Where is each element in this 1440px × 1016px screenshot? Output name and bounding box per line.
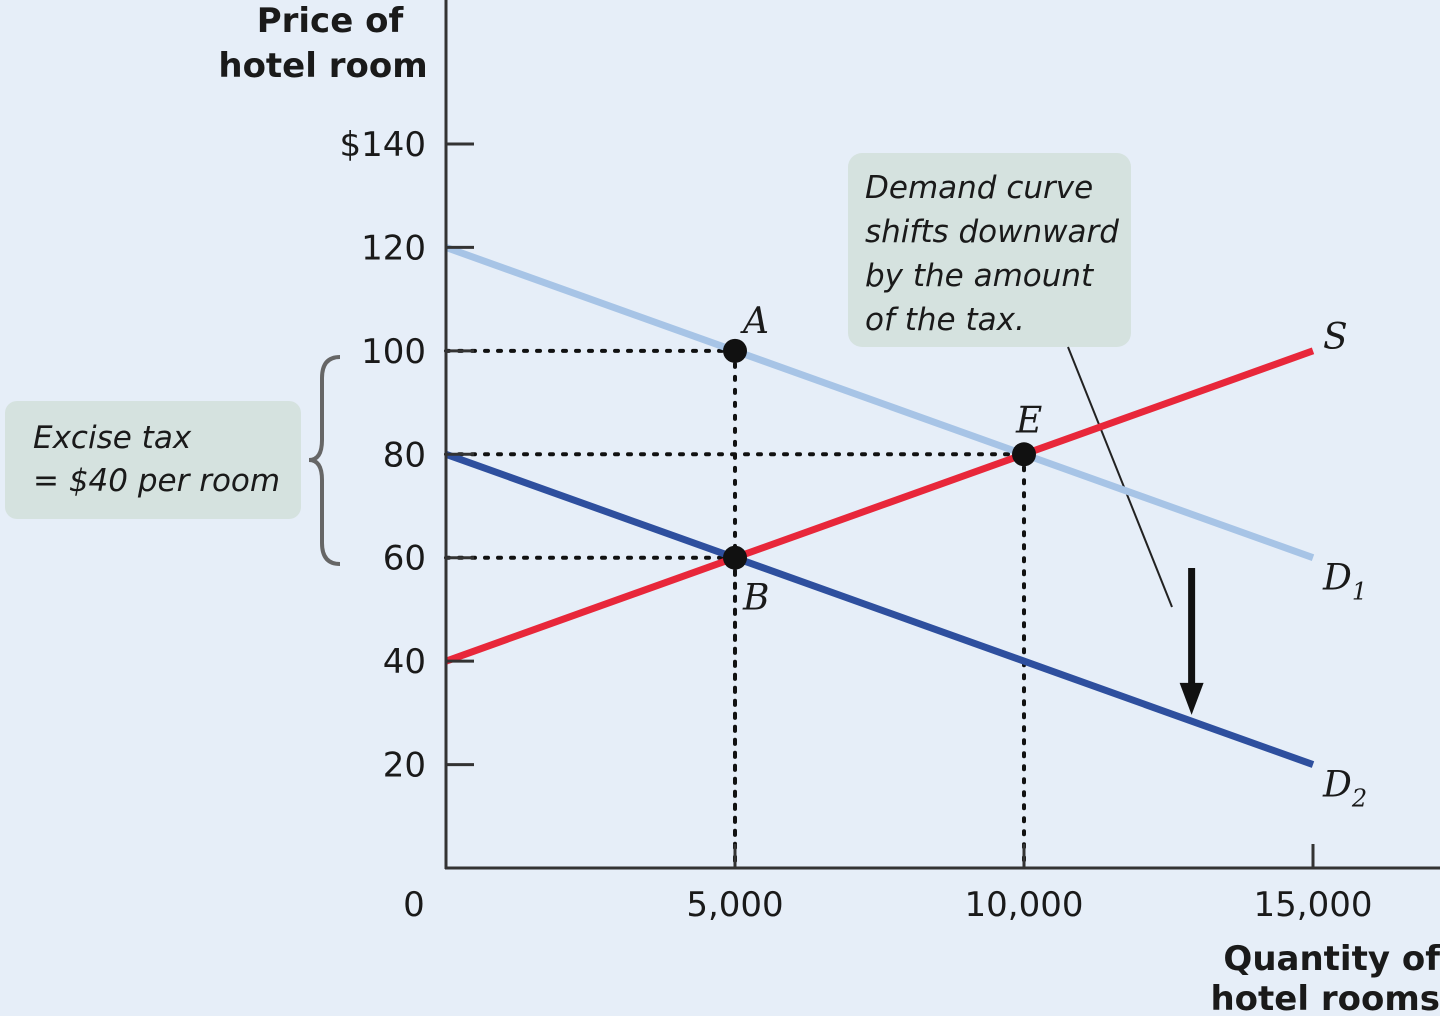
point-b xyxy=(723,545,747,570)
x-tick-label-5000: 5,000 xyxy=(686,885,783,925)
curve-label-sub-d1: 1 xyxy=(1352,578,1367,606)
curve-label-d1: D1 xyxy=(1322,558,1367,606)
origin-label: 0 xyxy=(403,885,425,925)
curve-d1 xyxy=(444,244,1315,562)
demand-shift-line1: Demand curve xyxy=(865,170,1093,206)
curves xyxy=(444,244,1315,768)
curve-d2 xyxy=(444,450,1315,768)
y-tick-label-100: 100 xyxy=(361,332,426,372)
guide-lines xyxy=(444,348,1026,870)
excise-tax-box xyxy=(5,401,301,519)
demand-shift-box xyxy=(848,153,1131,347)
y-tick-label-80: 80 xyxy=(383,435,426,475)
curve-s xyxy=(444,347,1315,665)
demand-shift-line2: shifts downward xyxy=(865,214,1119,250)
point-label-a: A xyxy=(740,301,769,342)
excise-tax-annotation: Excise tax = $40 per room xyxy=(5,355,341,566)
curve-label-s: S xyxy=(1323,317,1348,358)
demand-shift-line3: by the amount xyxy=(865,258,1095,294)
y-axis-title-line1: Price of xyxy=(257,1,405,41)
point-label-e: E xyxy=(1015,400,1042,441)
excise-tax-line1: Excise tax xyxy=(33,420,192,456)
excise-tax-line2: = $40 per room xyxy=(33,463,280,499)
y-tick-label-60: 60 xyxy=(383,539,426,579)
axes: $140 120 100 80 60 40 20 5,000 10,000 15,000 0 xyxy=(339,0,1440,925)
point-label-b: B xyxy=(742,578,769,619)
demand-shift-line4: of the tax. xyxy=(865,302,1025,338)
point-e xyxy=(1012,442,1036,467)
y-tick-label-140: $140 xyxy=(339,125,426,165)
tax-brace xyxy=(308,355,341,566)
curve-labels: D1 S D2 xyxy=(1322,317,1367,813)
y-tick-label-40: 40 xyxy=(383,642,426,682)
point-a xyxy=(723,338,747,363)
x-axis-title-line1: Quantity of xyxy=(1223,939,1440,979)
y-tick-label-120: 120 xyxy=(361,228,426,268)
demand-shift-annotation: Demand curve shifts downward by the amou… xyxy=(848,153,1173,608)
x-axis-title-line2: hotel rooms xyxy=(1210,979,1440,1016)
curve-label-d2: D2 xyxy=(1322,765,1367,813)
y-tick-label-20: 20 xyxy=(383,746,426,786)
equilibrium-points: A E B xyxy=(723,301,1042,619)
shift-arrow-head xyxy=(1179,682,1204,715)
annotation-pointer-line xyxy=(1067,346,1173,608)
x-tick-label-10000: 10,000 xyxy=(965,885,1084,925)
y-axis-title-line2: hotel room xyxy=(218,46,427,86)
x-tick-label-15000: 15,000 xyxy=(1254,885,1373,925)
curve-label-sub-d2: 2 xyxy=(1351,785,1367,813)
